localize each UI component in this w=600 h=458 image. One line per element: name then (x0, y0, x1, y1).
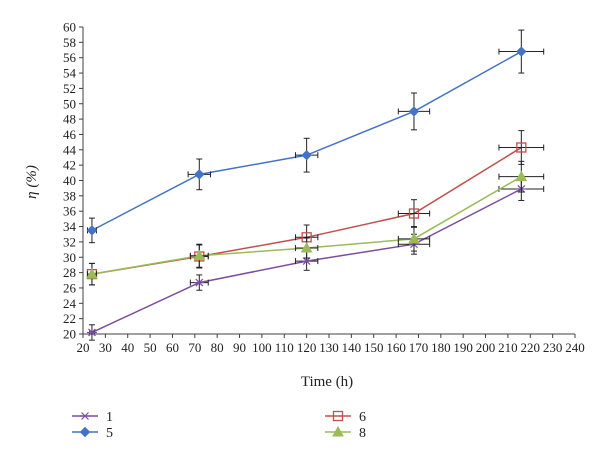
series-5 (86, 29, 545, 244)
data-point (80, 412, 90, 420)
legend-item-8: 8 (325, 425, 366, 441)
legend-item-1: 1 (72, 410, 113, 425)
x-tick-label: 60 (166, 340, 179, 355)
x-tick-label: 210 (498, 340, 518, 355)
y-tick-label: 60 (63, 20, 76, 35)
y-tick-label: 38 (63, 188, 76, 203)
data-point (86, 225, 98, 236)
data-point (516, 142, 527, 153)
series-6 (86, 130, 545, 286)
y-tick-label: 42 (63, 158, 76, 173)
x-tick-label: 150 (364, 340, 384, 355)
data-point (515, 170, 528, 182)
y-tick-label: 52 (63, 81, 76, 96)
x-tick-label: 180 (431, 340, 451, 355)
x-tick-label: 160 (386, 340, 406, 355)
x-tick-label: 230 (543, 340, 563, 355)
x-tick-label: 40 (121, 340, 134, 355)
x-tick-label: 80 (211, 340, 224, 355)
legend-item-5: 5 (72, 426, 113, 441)
legend-label: 6 (359, 410, 366, 425)
y-tick-label: 20 (63, 327, 76, 342)
data-point (408, 106, 420, 117)
x-tick-label: 20 (77, 340, 90, 355)
chart-axes (82, 27, 575, 335)
y-tick-label: 44 (63, 142, 77, 157)
legend-label: 8 (359, 426, 366, 441)
series-1 (86, 176, 545, 341)
x-tick-label: 140 (342, 340, 362, 355)
data-point (79, 426, 91, 438)
y-tick-label: 48 (63, 112, 76, 127)
data-point (86, 268, 98, 279)
x-tick-label: 200 (476, 340, 496, 355)
x-axis-title: Time (h) (301, 374, 353, 390)
series-layer (86, 29, 545, 341)
data-point (408, 208, 420, 219)
y-tick-label: 40 (63, 173, 76, 188)
data-point (193, 249, 206, 261)
data-point (300, 242, 313, 253)
y-tick-label: 30 (63, 250, 76, 265)
x-tick-label: 240 (565, 340, 585, 355)
x-tick-label: 50 (144, 340, 157, 355)
y-tick-label: 50 (63, 96, 76, 111)
x-tick-label: 130 (319, 340, 339, 355)
y-tick-label: 22 (63, 311, 76, 326)
y-tick-label: 56 (63, 50, 77, 65)
data-point (301, 149, 312, 161)
y-tick-label: 24 (63, 296, 77, 311)
x-tick-label: 100 (252, 340, 272, 355)
y-axis-title: η (%) (24, 165, 40, 199)
data-point (332, 410, 344, 422)
x-tick-label: 110 (275, 340, 294, 355)
legend: 1 65 8 (72, 410, 366, 441)
y-tick-label: 46 (63, 127, 77, 142)
legend-label: 1 (106, 410, 113, 425)
marker-stroke (88, 328, 96, 337)
x-tick-label: 90 (233, 340, 246, 355)
legend-label: 5 (106, 426, 113, 441)
marker-stroke (195, 278, 204, 287)
legend-item-6: 6 (325, 410, 366, 425)
series-8 (86, 160, 545, 286)
error-bar (498, 130, 545, 165)
y-tick-label: 58 (63, 35, 76, 50)
data-point (332, 425, 344, 437)
y-tick-label: 26 (63, 280, 77, 295)
y-tick-label: 54 (63, 66, 77, 81)
data-point (408, 232, 420, 244)
marker-stroke (302, 257, 311, 266)
error-bar (397, 199, 431, 228)
x-tick-label: 70 (188, 340, 201, 355)
marker-stroke (81, 412, 89, 420)
y-tick-label: 34 (63, 219, 77, 234)
data-point (194, 278, 205, 287)
axis-ticks: 20 30 40 50 60 70 80 90 100 110 120 130 140 150 160 170… (63, 20, 585, 356)
y-tick-label: 36 (63, 204, 77, 219)
data-point (301, 257, 312, 266)
x-tick-label: 220 (521, 340, 541, 355)
data-point (86, 328, 97, 337)
x-tick-label: 170 (409, 340, 429, 355)
data-point (516, 46, 527, 57)
x-tick-label: 190 (453, 340, 473, 355)
y-tick-label: 28 (63, 265, 76, 280)
x-tick-label: 120 (297, 340, 317, 355)
y-tick-label: 32 (63, 234, 76, 249)
x-tick-label: 30 (99, 340, 112, 355)
data-point (194, 169, 205, 180)
